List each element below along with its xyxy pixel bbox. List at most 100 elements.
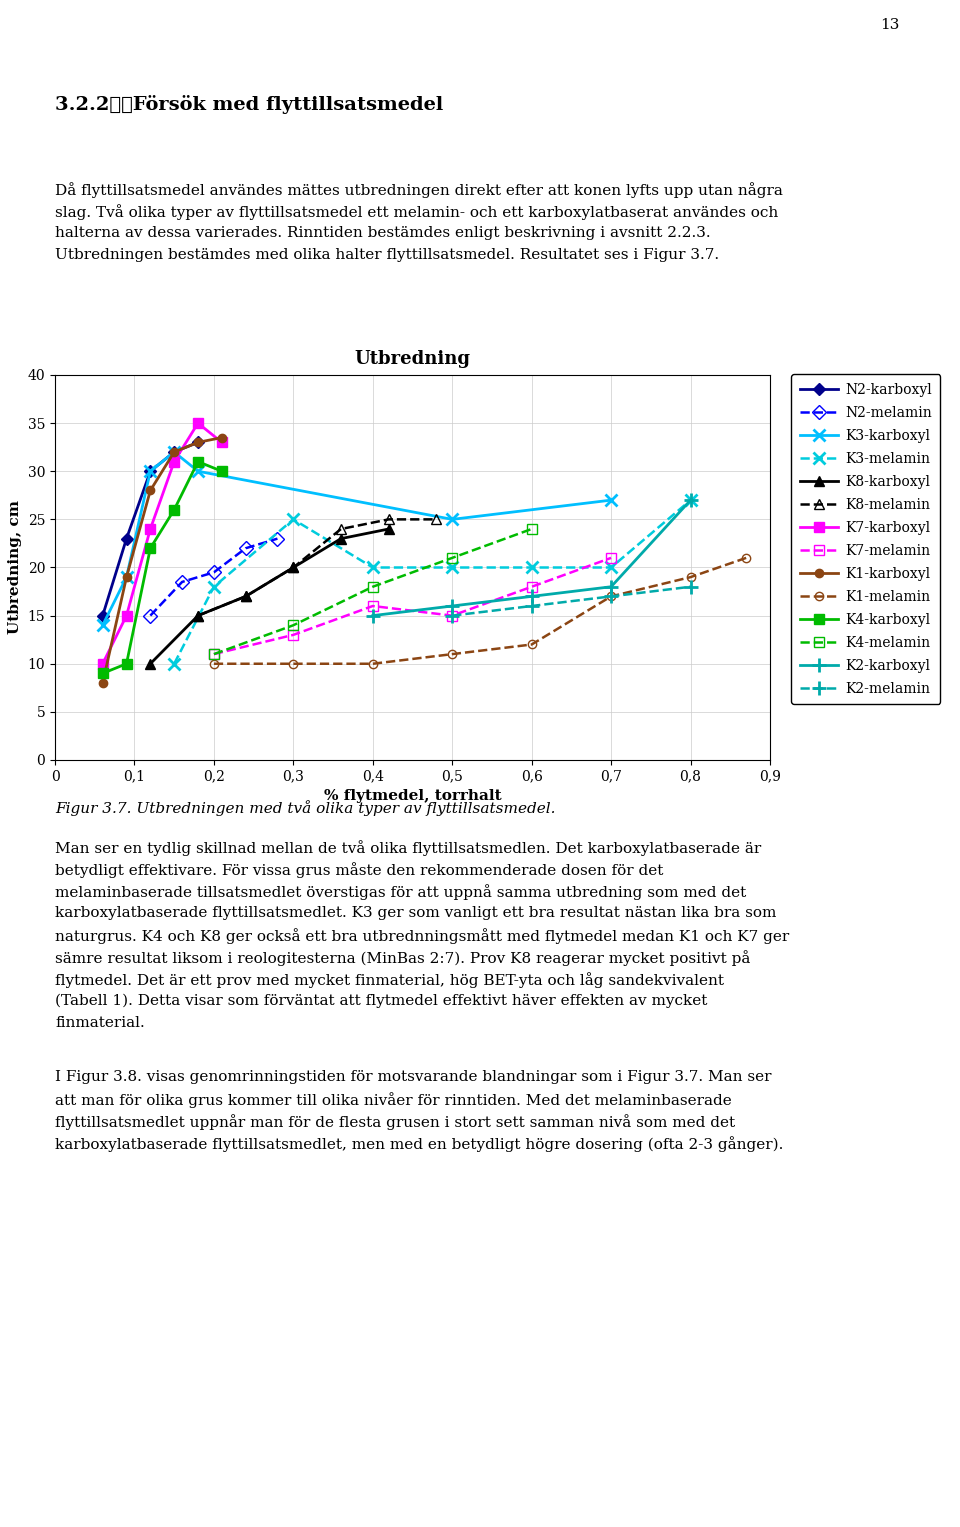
K3-melamin <box>684 492 696 510</box>
K8-melamin <box>288 559 300 577</box>
K7-karboxyl <box>145 519 156 538</box>
N2-karboxyl <box>192 434 204 452</box>
K3-melamin <box>606 559 617 577</box>
K1-melamin <box>367 655 378 673</box>
K4-melamin <box>526 519 538 538</box>
K1-karboxyl <box>192 434 204 452</box>
Legend: N2-karboxyl, N2-melamin, K3-karboxyl, K3-melamin, K8-karboxyl, K8-melamin, K7-ka: N2-karboxyl, N2-melamin, K3-karboxyl, K3… <box>791 374 941 704</box>
K4-karboxyl <box>168 501 180 519</box>
K4-karboxyl <box>97 664 108 683</box>
K8-melamin <box>383 510 395 528</box>
K4-melamin <box>367 577 378 596</box>
Title: Utbredning: Utbredning <box>354 350 470 368</box>
K7-karboxyl <box>168 452 180 470</box>
Text: 13: 13 <box>880 18 900 32</box>
K2-karboxyl <box>684 492 696 510</box>
K1-melamin <box>684 568 696 586</box>
K4-melamin <box>288 615 300 634</box>
K2-melamin <box>446 606 458 625</box>
K1-melamin <box>740 548 752 567</box>
K7-karboxyl <box>216 434 228 452</box>
Text: flyttillsatsmedlet uppnår man för de flesta grusen i stort sett samman nivå som : flyttillsatsmedlet uppnår man för de fle… <box>55 1115 735 1130</box>
K2-melamin <box>526 597 538 615</box>
K4-melamin <box>446 548 458 567</box>
K7-melamin <box>367 597 378 615</box>
Text: (Tabell 1). Detta visar som förväntat att flytmedel effektivt häver effekten av : (Tabell 1). Detta visar som förväntat at… <box>55 994 708 1008</box>
K3-karboxyl <box>121 568 132 586</box>
K8-karboxyl <box>383 519 395 538</box>
K7-melamin <box>446 606 458 625</box>
K7-melamin <box>288 626 300 644</box>
K8-karboxyl <box>192 606 204 625</box>
K1-karboxyl <box>121 568 132 586</box>
Text: Utbredningen bestämdes med olika halter flyttillsatsmedel. Resultatet ses i Figu: Utbredningen bestämdes med olika halter … <box>55 247 719 263</box>
Line: K8-karboxyl: K8-karboxyl <box>146 524 394 669</box>
Text: finmaterial.: finmaterial. <box>55 1015 145 1031</box>
K1-karboxyl <box>145 481 156 499</box>
Line: K7-melamin: K7-melamin <box>209 553 616 660</box>
K1-karboxyl <box>97 673 108 692</box>
Line: K4-melamin: K4-melamin <box>209 524 537 660</box>
Text: sämre resultat liksom i reologitesterna (MinBas 2:7). Prov K8 reagerar mycket po: sämre resultat liksom i reologitesterna … <box>55 950 751 967</box>
K8-karboxyl <box>335 530 347 548</box>
Line: K8-melamin: K8-melamin <box>193 515 442 620</box>
K1-melamin <box>208 655 220 673</box>
Text: betydligt effektivare. För vissa grus måste den rekommenderade dosen för det: betydligt effektivare. För vissa grus må… <box>55 863 663 878</box>
Line: K2-karboxyl: K2-karboxyl <box>366 493 698 623</box>
Line: K4-karboxyl: K4-karboxyl <box>98 457 227 678</box>
Y-axis label: Utbredning, cm: Utbredning, cm <box>8 501 22 635</box>
K8-melamin <box>240 588 252 606</box>
K3-karboxyl <box>168 443 180 461</box>
K3-karboxyl <box>97 615 108 634</box>
Line: N2-karboxyl: N2-karboxyl <box>99 438 203 620</box>
N2-melamin <box>145 606 156 625</box>
K4-karboxyl <box>192 452 204 470</box>
N2-karboxyl <box>121 530 132 548</box>
Text: flytmedel. Det är ett prov med mycket finmaterial, hög BET-yta och låg sandekviv: flytmedel. Det är ett prov med mycket fi… <box>55 973 724 988</box>
K2-karboxyl <box>367 606 378 625</box>
Line: K3-melamin: K3-melamin <box>168 493 697 670</box>
K8-melamin <box>192 606 204 625</box>
K2-karboxyl <box>606 577 617 596</box>
N2-karboxyl <box>97 606 108 625</box>
X-axis label: % flytmedel, torrhalt: % flytmedel, torrhalt <box>324 789 501 803</box>
K1-melamin <box>606 588 617 606</box>
K7-melamin <box>606 548 617 567</box>
N2-melamin <box>272 530 283 548</box>
Line: K7-karboxyl: K7-karboxyl <box>98 418 227 669</box>
K7-melamin <box>208 644 220 663</box>
K4-melamin <box>208 644 220 663</box>
K3-melamin <box>168 655 180 673</box>
Text: slag. Två olika typer av flyttillsatsmedel ett melamin- och ett karboxylatbasera: slag. Två olika typer av flyttillsatsmed… <box>55 205 779 220</box>
K3-karboxyl <box>606 492 617 510</box>
Text: I Figur 3.8. visas genomrinningstiden för motsvarande blandningar som i Figur 3.: I Figur 3.8. visas genomrinningstiden fö… <box>55 1070 772 1084</box>
N2-karboxyl <box>145 463 156 481</box>
K3-karboxyl <box>192 463 204 481</box>
K2-karboxyl <box>526 588 538 606</box>
N2-melamin <box>177 573 188 591</box>
K7-karboxyl <box>121 606 132 625</box>
K1-melamin <box>526 635 538 654</box>
K3-melamin <box>367 559 378 577</box>
K4-karboxyl <box>121 655 132 673</box>
K3-karboxyl <box>446 510 458 528</box>
K4-karboxyl <box>216 463 228 481</box>
K8-karboxyl <box>145 655 156 673</box>
K2-melamin <box>684 577 696 596</box>
K7-karboxyl <box>192 414 204 432</box>
Line: K2-melamin: K2-melamin <box>445 580 698 623</box>
K3-melamin <box>526 559 538 577</box>
Line: K1-melamin: K1-melamin <box>209 554 751 667</box>
K3-melamin <box>288 510 300 528</box>
Line: K3-karboxyl: K3-karboxyl <box>96 446 617 632</box>
K3-melamin <box>208 577 220 596</box>
N2-karboxyl <box>168 443 180 461</box>
K8-melamin <box>335 519 347 538</box>
Line: N2-melamin: N2-melamin <box>146 534 282 620</box>
N2-melamin <box>240 539 252 557</box>
K1-melamin <box>288 655 300 673</box>
Line: K1-karboxyl: K1-karboxyl <box>99 434 226 687</box>
K2-melamin <box>606 588 617 606</box>
K8-karboxyl <box>288 559 300 577</box>
Text: karboxylatbaserade flyttillsatsmedlet. K3 ger som vanligt ett bra resultat nästa: karboxylatbaserade flyttillsatsmedlet. K… <box>55 906 777 919</box>
